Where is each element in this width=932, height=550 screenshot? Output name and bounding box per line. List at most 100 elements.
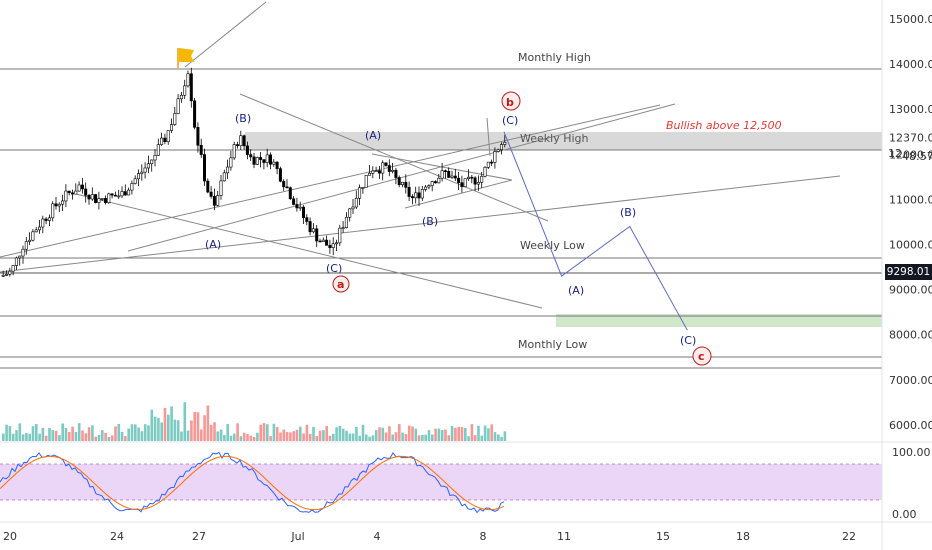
candle-body <box>11 265 15 272</box>
candle-body <box>160 137 164 145</box>
volume-bar <box>173 419 177 441</box>
volume-bar <box>176 420 180 441</box>
current-price-tag: 9298.01 <box>885 264 932 280</box>
wave-label-c: c <box>698 350 705 363</box>
volume-bar <box>170 406 173 441</box>
volume-bar <box>256 432 259 441</box>
volume-bar <box>21 434 25 441</box>
volume-bar <box>440 429 444 441</box>
candle-body <box>255 157 259 165</box>
volume-bar <box>120 431 124 441</box>
volume-bar <box>130 424 134 441</box>
time-tick-label: 11 <box>557 530 571 543</box>
volume-bar <box>424 434 427 441</box>
volume-bar <box>48 427 51 441</box>
candle-body <box>311 228 315 233</box>
candle-body <box>282 180 286 188</box>
volume-bar <box>150 409 154 441</box>
volume-bar <box>206 405 210 441</box>
candle-body <box>28 239 32 242</box>
candle-body <box>305 217 309 222</box>
candle-body <box>203 154 207 182</box>
wave-label: (B) <box>620 206 636 219</box>
candle-body <box>285 186 289 189</box>
volume-bar <box>447 435 451 441</box>
candle-body <box>476 182 480 185</box>
volume-bar <box>229 435 233 441</box>
wave-projection-line <box>503 131 688 331</box>
candle-body <box>1 274 5 277</box>
candle-body <box>493 151 497 163</box>
candle-body <box>394 169 398 178</box>
volume-bar <box>421 434 424 441</box>
volume-bar <box>394 432 398 441</box>
candle-body <box>371 170 375 174</box>
price-axis[interactable]: 15000.00 14000.00 13000.00 12000.00 11000.00… <box>889 13 932 432</box>
candle-body <box>84 188 88 196</box>
volume-bar <box>163 407 167 441</box>
candle-body <box>143 167 147 173</box>
candle-body <box>100 198 104 200</box>
volume-bar <box>503 431 507 441</box>
volume-bar <box>470 424 474 441</box>
volume-bar <box>107 436 111 441</box>
candle-body <box>437 177 441 184</box>
candle-body <box>51 203 55 219</box>
time-tick-label: 27 <box>192 530 206 543</box>
candle-body <box>236 144 240 146</box>
candle-body <box>57 203 61 207</box>
candle-body <box>61 200 65 205</box>
candle-body <box>31 231 35 241</box>
stoch-d-line <box>0 455 505 511</box>
volume-bar <box>358 435 361 441</box>
volume-bar <box>401 432 404 441</box>
volume-bar <box>147 425 150 441</box>
candle-body <box>298 206 302 209</box>
volume-bar <box>308 433 312 441</box>
volume-bar <box>117 423 121 441</box>
candle-body <box>268 154 272 165</box>
candle-body <box>44 218 48 221</box>
volume-bar <box>460 427 464 441</box>
time-tick-label: 20 <box>3 530 17 543</box>
volume-bar <box>15 430 18 441</box>
candle-body <box>433 181 437 184</box>
volume-bar <box>124 436 127 441</box>
volume-bar <box>61 423 64 441</box>
wave-label: (C) <box>326 262 342 275</box>
candle-body <box>259 157 263 160</box>
candle-body <box>331 243 335 248</box>
volume-bar <box>252 436 256 441</box>
candle-body <box>209 191 213 197</box>
candle-body <box>397 177 401 186</box>
volume-bar <box>226 424 229 441</box>
bullish-note: Bullish above 12,500 <box>666 119 782 132</box>
candle-body <box>5 274 9 276</box>
candle-body <box>407 187 411 197</box>
volume-bar <box>497 434 500 441</box>
volume-bar <box>368 436 371 441</box>
volume-bar <box>140 431 144 441</box>
volume-bar <box>41 427 45 441</box>
volume-bar <box>338 425 342 441</box>
volume-bar <box>299 426 302 441</box>
candle-body <box>137 173 141 180</box>
candle-body <box>189 73 193 102</box>
candle-body <box>473 177 477 185</box>
time-axis[interactable]: 20 24 27 Jul 4 8 11 15 18 22 <box>3 530 856 543</box>
wave-label-b: b <box>506 96 514 109</box>
candle-body <box>67 190 71 194</box>
candle-body <box>199 144 203 155</box>
volume-bar <box>68 431 71 441</box>
candle-body <box>262 159 266 163</box>
volume-bar <box>266 424 269 441</box>
candle-body <box>242 135 246 147</box>
time-tick-label: 8 <box>480 530 487 543</box>
volume-bar <box>209 424 213 441</box>
price-tick-label: 8000.00 <box>889 329 932 342</box>
volume-bar <box>302 433 305 441</box>
candle-body <box>391 169 395 172</box>
wave-label-a: a <box>337 278 344 291</box>
weekly-high-label: Weekly High <box>520 132 589 145</box>
